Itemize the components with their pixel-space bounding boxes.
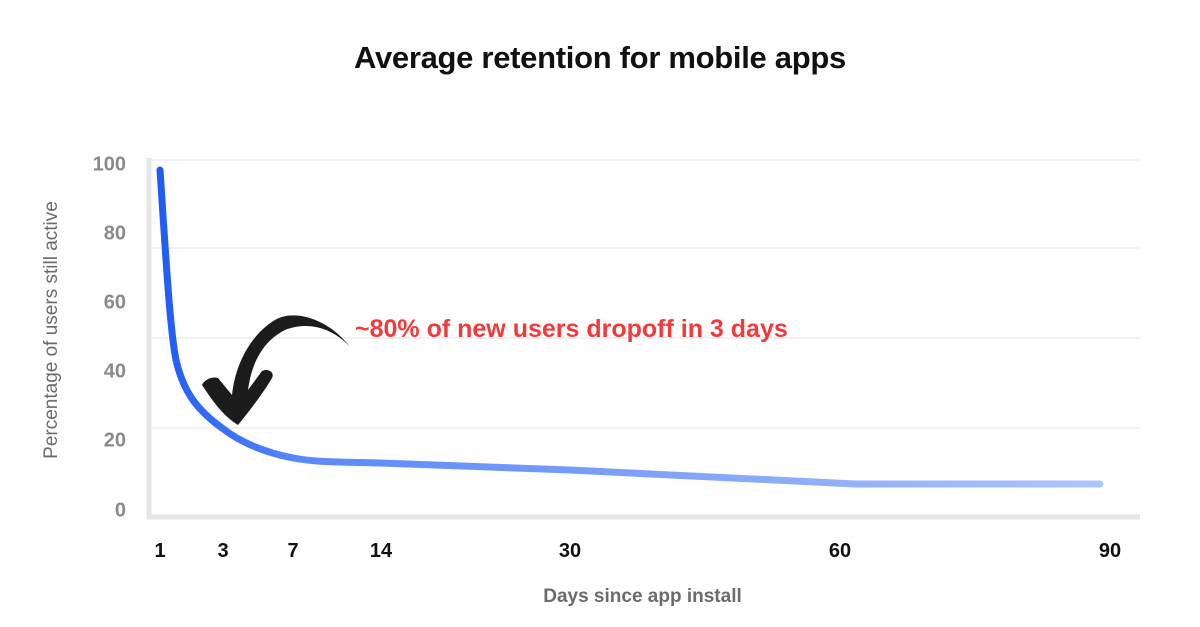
y-tick-label: 100 bbox=[92, 153, 126, 176]
x-axis-label: Days since app install bbox=[543, 586, 742, 607]
y-tick-label: 80 bbox=[103, 222, 126, 245]
chart-title: Average retention for mobile apps bbox=[354, 40, 846, 75]
x-tick-label: 1 bbox=[154, 540, 166, 562]
y-tick-label: 20 bbox=[103, 429, 126, 452]
y-tick-label: 0 bbox=[114, 499, 126, 522]
x-tick-label: 3 bbox=[217, 540, 229, 562]
x-tick-label: 30 bbox=[558, 540, 582, 562]
y-tick-label: 40 bbox=[103, 360, 126, 383]
x-tick-label: 90 bbox=[1098, 540, 1122, 562]
x-tick-label: 60 bbox=[828, 540, 852, 562]
x-tick-label: 7 bbox=[287, 540, 299, 562]
y-axis-label: Percentage of users still active bbox=[41, 201, 62, 459]
retention-line bbox=[156, 166, 1104, 488]
curved-arrow-icon bbox=[202, 315, 350, 425]
gridlines bbox=[150, 159, 1140, 429]
y-tick-label: 60 bbox=[103, 291, 126, 314]
x-tick-label: 14 bbox=[369, 540, 393, 562]
dropoff-annotation: ~80% of new users dropoff in 3 days bbox=[355, 315, 788, 343]
